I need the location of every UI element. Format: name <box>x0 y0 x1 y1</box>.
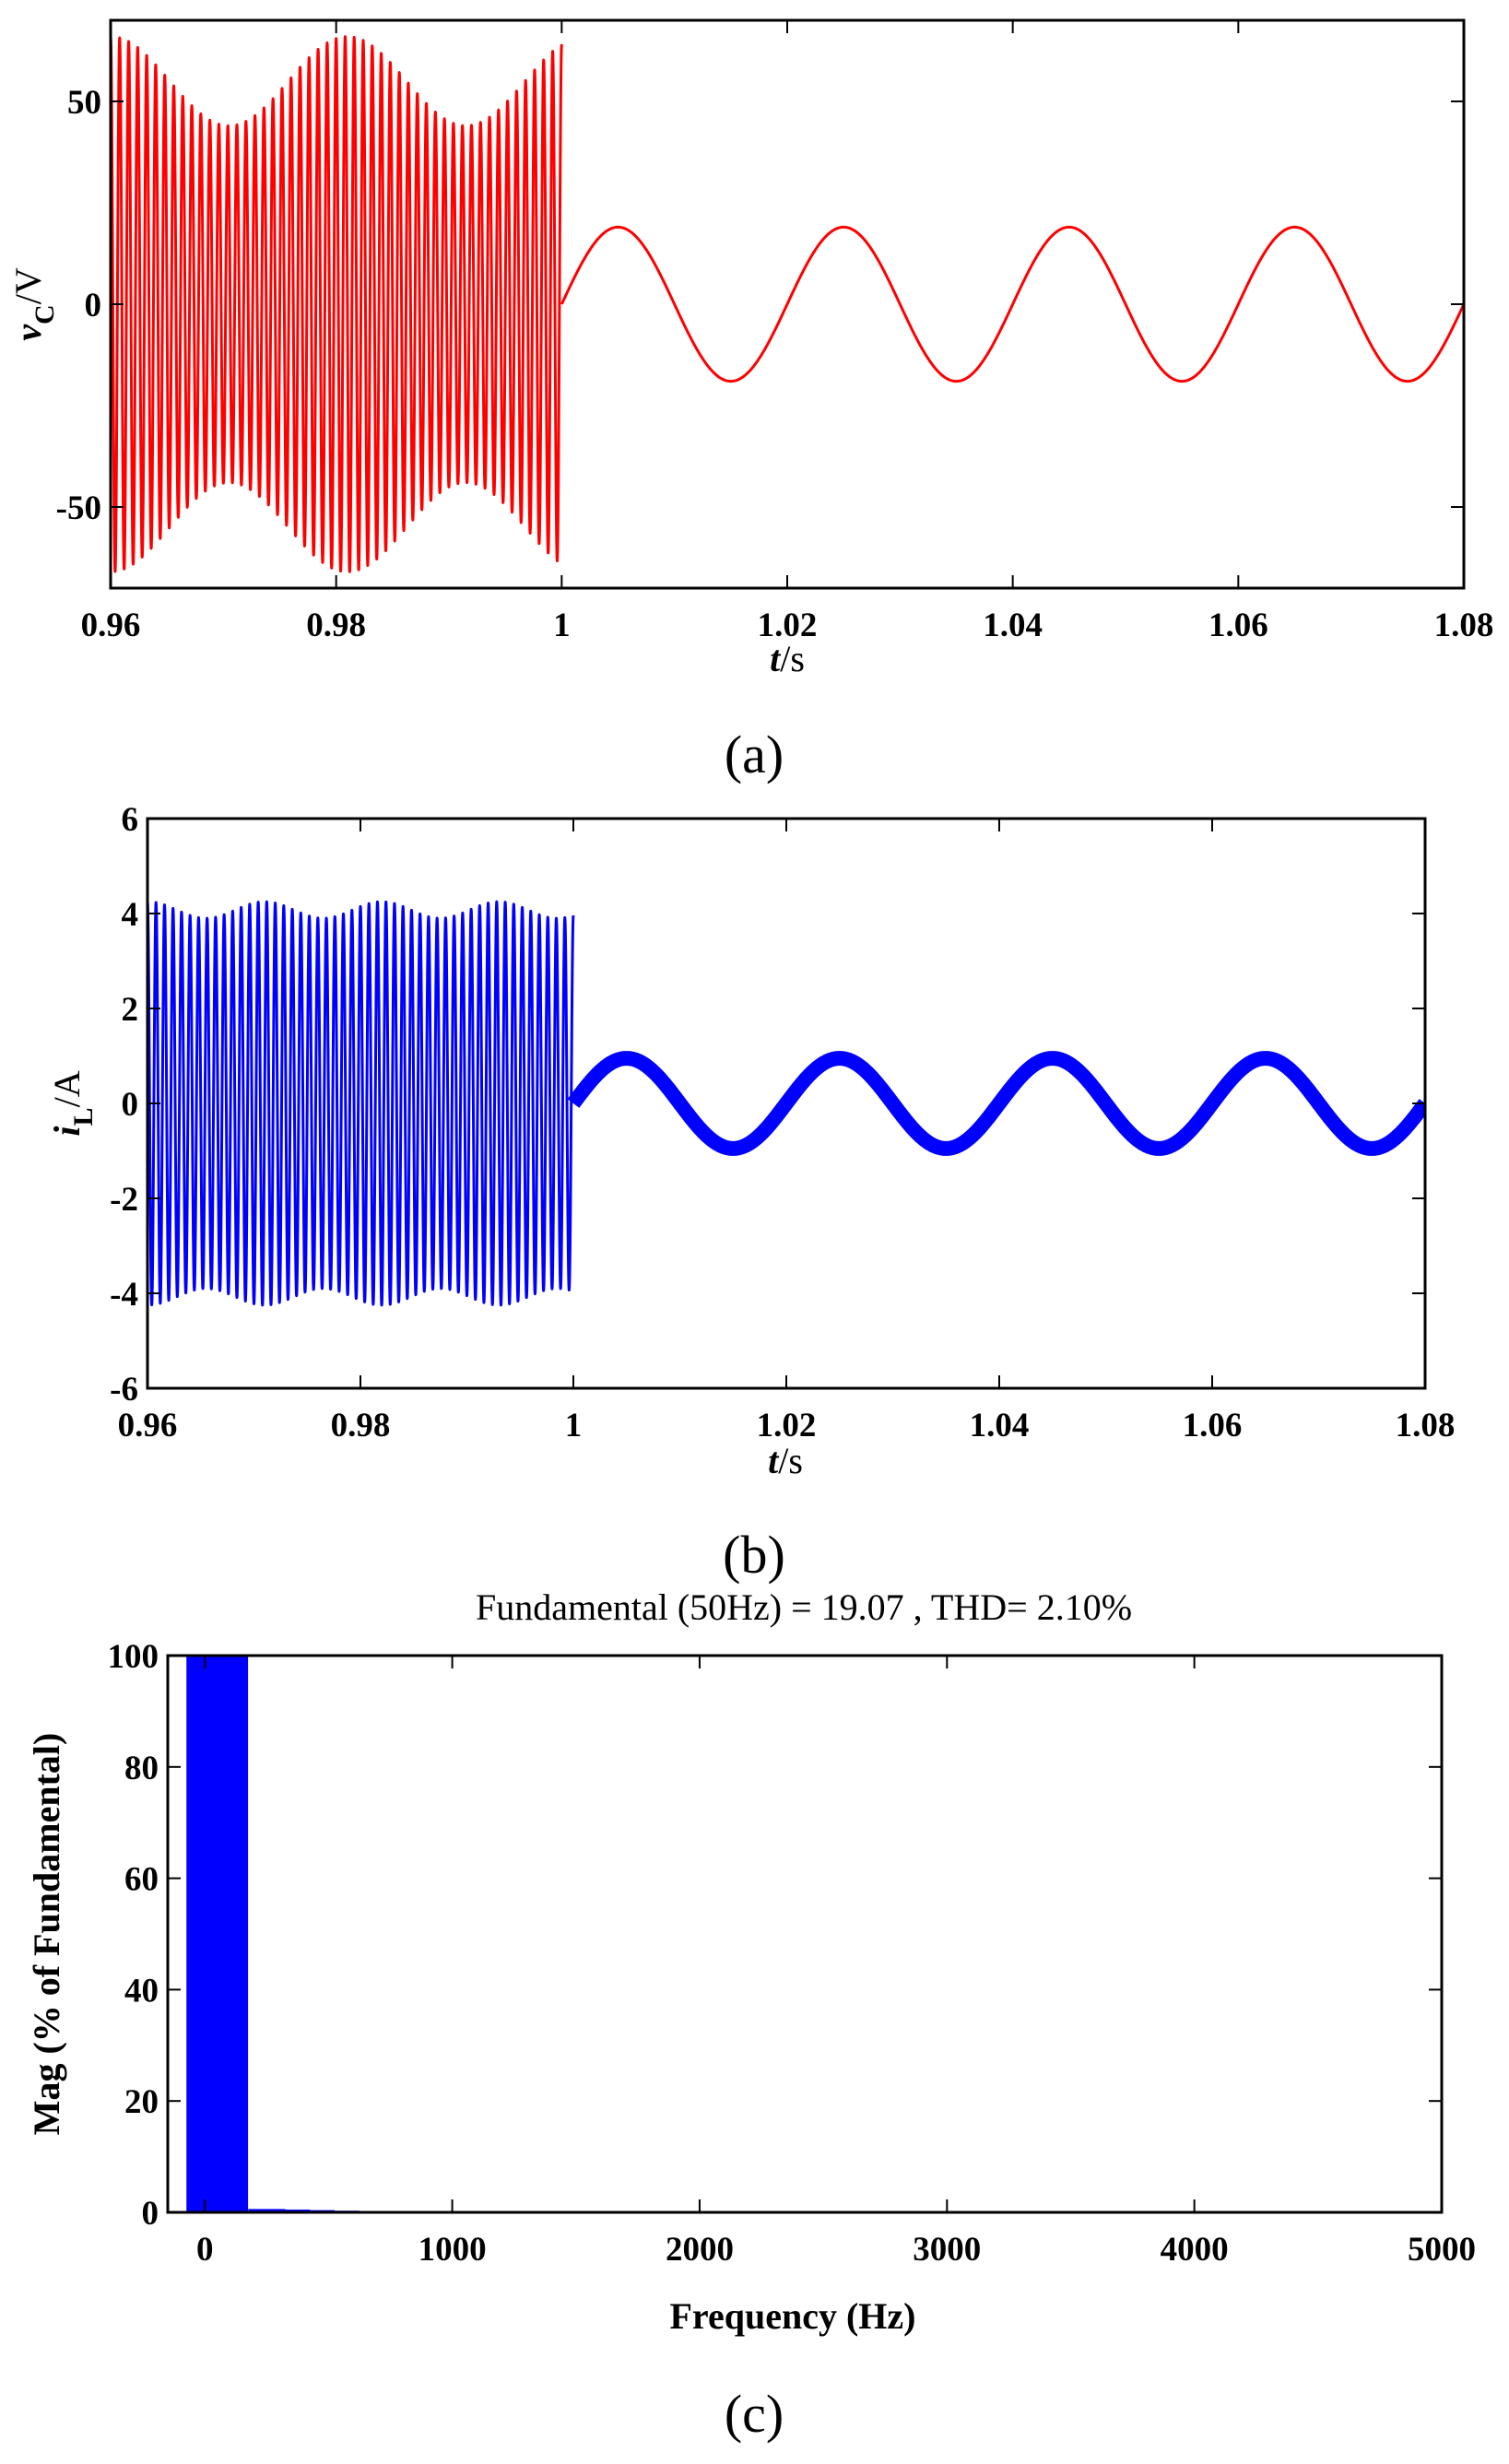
y-tick-label: 2 <box>122 991 139 1029</box>
y-tick-label: -4 <box>110 1276 138 1314</box>
y-tick-label: 100 <box>108 1638 159 1676</box>
x-tick-label: 1 <box>565 1407 583 1444</box>
y-axis-label-b: iL/A <box>46 1070 99 1136</box>
panel-label-b: (b) <box>723 1525 785 1585</box>
y-tick-label: 0 <box>142 2195 159 2233</box>
y-tick-label: -50 <box>56 489 101 527</box>
x-tick-label: 1.08 <box>1434 607 1494 644</box>
x-tick-label: 0.98 <box>306 607 366 644</box>
x-tick-label: 0.96 <box>118 1407 178 1444</box>
y-tick-label: 40 <box>124 1972 159 2010</box>
x-tick-label: 1.06 <box>1208 607 1268 644</box>
x-tick-label: 1000 <box>419 2231 487 2269</box>
y-tick-label: 60 <box>124 1861 159 1899</box>
vC-segment-sine <box>560 225 1464 383</box>
panel-a-voltage-plot: 0.96 0.98 1 1.02 1.04 1.06 1.08 -50 0 50 t/s vC/… <box>7 18 1494 784</box>
y-axis-ticks-b: -6 -4 -2 0 2 4 6 <box>110 801 1425 1409</box>
spectrum-bar <box>211 1656 249 2212</box>
x-tick-label: 0.96 <box>81 607 141 644</box>
y-axis-label-a: vC/V <box>7 267 60 341</box>
y-tick-label: -2 <box>110 1181 138 1219</box>
x-axis-ticks-c: 0 1000 2000 3000 4000 5000 <box>196 1656 1476 2269</box>
x-tick-label: 1.04 <box>970 1407 1030 1444</box>
x-tick-label: 2000 <box>666 2231 734 2269</box>
y-axis-label-c: Mag (% of Fundamental) <box>26 1733 67 2136</box>
panel-label-c: (c) <box>725 2384 784 2444</box>
x-tick-label: 3000 <box>913 2231 981 2269</box>
x-axis-label-a: t/s <box>770 638 805 679</box>
x-tick-label: 1.04 <box>983 607 1043 644</box>
panel-label-a: (a) <box>725 725 784 784</box>
spectrum-bar <box>273 2209 311 2212</box>
iL-segment-sine <box>566 1051 1425 1156</box>
x-tick-label: 5000 <box>1408 2231 1476 2269</box>
spectrum-bar <box>248 2209 286 2212</box>
y-axis-ticks-c: 0 20 40 60 80 100 <box>108 1638 1442 2233</box>
chart-title-c: Fundamental (50Hz) = 19.07 , THD= 2.10% <box>476 1586 1132 1628</box>
panel-b-current-plot: 0.96 0.98 1 1.02 1.04 1.06 1.08 -6 -4 -2 0 2 4 6 t/s… <box>46 801 1455 1585</box>
spectrum-bars-area <box>186 1656 360 2213</box>
x-axis-ticks-b: 0.96 0.98 1 1.02 1.04 1.06 1.08 <box>118 819 1456 1444</box>
x-tick-label: 1 <box>553 607 571 644</box>
x-tick-label: 1.08 <box>1396 1407 1456 1444</box>
y-tick-label: 80 <box>124 1750 159 1787</box>
x-tick-label: 1.06 <box>1183 1407 1243 1444</box>
x-axis-label-b: t/s <box>768 1440 803 1481</box>
il-waveform-area <box>147 900 1425 1307</box>
panel-c-thd-spectrum: Fundamental (50Hz) = 19.07 , THD= 2.10% … <box>26 1586 1476 2444</box>
x-axis-label-c: Frequency (Hz) <box>670 2295 916 2337</box>
y-tick-label: 0 <box>122 1086 139 1124</box>
y-tick-label: 20 <box>124 2083 159 2121</box>
y-axis-ticks-a: -50 0 50 <box>56 84 1464 527</box>
y-tick-label: 0 <box>85 287 102 324</box>
y-tick-label: 6 <box>122 801 139 839</box>
x-tick-label: 0 <box>196 2231 214 2269</box>
x-axis-ticks-a: 0.96 0.98 1 1.02 1.04 1.06 1.08 <box>81 20 1494 644</box>
x-tick-label: 0.98 <box>331 1407 391 1444</box>
plot-frame-c <box>166 1654 1444 2214</box>
y-tick-label: -6 <box>110 1371 138 1409</box>
x-tick-label: 1.02 <box>757 1407 817 1444</box>
y-tick-label: 50 <box>67 84 101 122</box>
iL-segment-oscillation <box>147 900 575 1307</box>
x-tick-label: 1.02 <box>758 607 818 644</box>
vC-segment-oscillation <box>111 35 563 573</box>
y-tick-label: 4 <box>122 896 139 934</box>
vc-waveform-area <box>111 35 1464 573</box>
x-tick-label: 4000 <box>1161 2231 1229 2269</box>
